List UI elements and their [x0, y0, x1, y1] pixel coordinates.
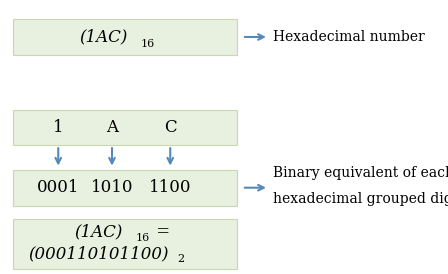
Text: (1AC): (1AC): [79, 28, 127, 45]
FancyBboxPatch shape: [13, 110, 237, 145]
Text: 1100: 1100: [149, 179, 191, 196]
Text: 1010: 1010: [91, 179, 133, 196]
Text: 16: 16: [135, 233, 150, 242]
Text: A: A: [106, 119, 118, 136]
Text: 1: 1: [53, 119, 64, 136]
Text: =: =: [151, 223, 171, 240]
Text: 2: 2: [177, 255, 184, 264]
Text: Binary equivalent of each: Binary equivalent of each: [273, 165, 448, 180]
FancyBboxPatch shape: [13, 19, 237, 55]
Text: (000110101100): (000110101100): [28, 245, 169, 262]
FancyBboxPatch shape: [13, 170, 237, 206]
Text: 0001: 0001: [37, 179, 79, 196]
Text: 16: 16: [141, 39, 155, 49]
Text: C: C: [164, 119, 177, 136]
Text: (1AC): (1AC): [74, 223, 123, 240]
Text: hexadecimal grouped digit: hexadecimal grouped digit: [273, 192, 448, 206]
FancyBboxPatch shape: [13, 219, 237, 269]
Text: Hexadecimal number: Hexadecimal number: [273, 30, 425, 44]
